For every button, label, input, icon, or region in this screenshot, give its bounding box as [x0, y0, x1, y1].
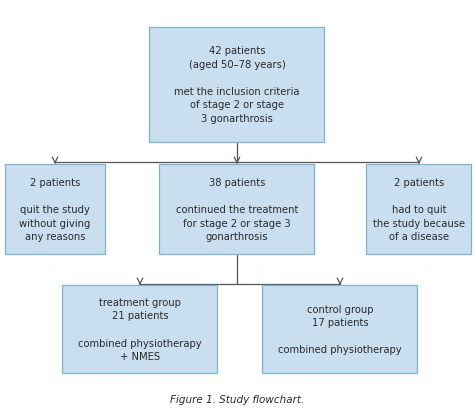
FancyBboxPatch shape	[149, 27, 325, 142]
FancyBboxPatch shape	[5, 165, 105, 254]
FancyBboxPatch shape	[263, 285, 418, 373]
Text: 2 patients

had to quit
the study because
of a disease: 2 patients had to quit the study because…	[373, 177, 465, 242]
Text: Figure 1. Study flowchart.: Figure 1. Study flowchart.	[170, 394, 304, 404]
Text: 2 patients

quit the study
without giving
any reasons: 2 patients quit the study without giving…	[19, 177, 91, 242]
FancyBboxPatch shape	[159, 165, 315, 254]
Text: 42 patients
(aged 50–78 years)

met the inclusion criteria
of stage 2 or stage
3: 42 patients (aged 50–78 years) met the i…	[174, 46, 300, 124]
FancyBboxPatch shape	[63, 285, 218, 373]
Text: treatment group
21 patients

combined physiotherapy
+ NMES: treatment group 21 patients combined phy…	[78, 297, 202, 361]
Text: control group
17 patients

combined physiotherapy: control group 17 patients combined physi…	[278, 304, 402, 354]
FancyBboxPatch shape	[366, 165, 472, 254]
Text: 38 patients

continued the treatment
for stage 2 or stage 3
gonarthrosis: 38 patients continued the treatment for …	[176, 177, 298, 242]
